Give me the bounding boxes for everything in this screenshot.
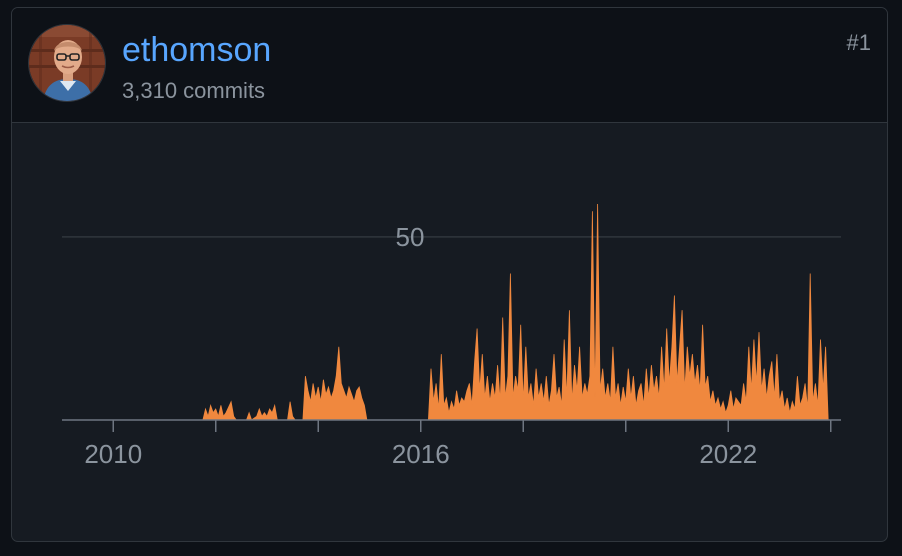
x-tick-label: 2016 xyxy=(392,439,450,469)
series-area-0 xyxy=(202,203,829,421)
commit-count: 3,310 commits xyxy=(122,78,266,103)
commit-activity-chart: 50 2010 2016 2022 xyxy=(62,203,841,469)
avatar-image xyxy=(29,25,105,101)
avatar[interactable] xyxy=(28,24,106,102)
rank-badge: #1 xyxy=(846,30,871,55)
contributor-card: ethomson 3,310 commits #1 50 2010 2016 2022 xyxy=(11,7,888,542)
chart-labels: 50 2010 2016 2022 xyxy=(84,222,757,469)
x-tick-label: 2010 xyxy=(84,439,142,469)
y-tick-label: 50 xyxy=(396,222,425,252)
card-header: ethomson 3,310 commits #1 xyxy=(12,8,887,123)
username-link[interactable]: ethomson xyxy=(122,31,272,69)
chart-x-axis xyxy=(62,419,841,432)
chart-area-layer xyxy=(202,203,829,421)
x-tick-label: 2022 xyxy=(699,439,757,469)
